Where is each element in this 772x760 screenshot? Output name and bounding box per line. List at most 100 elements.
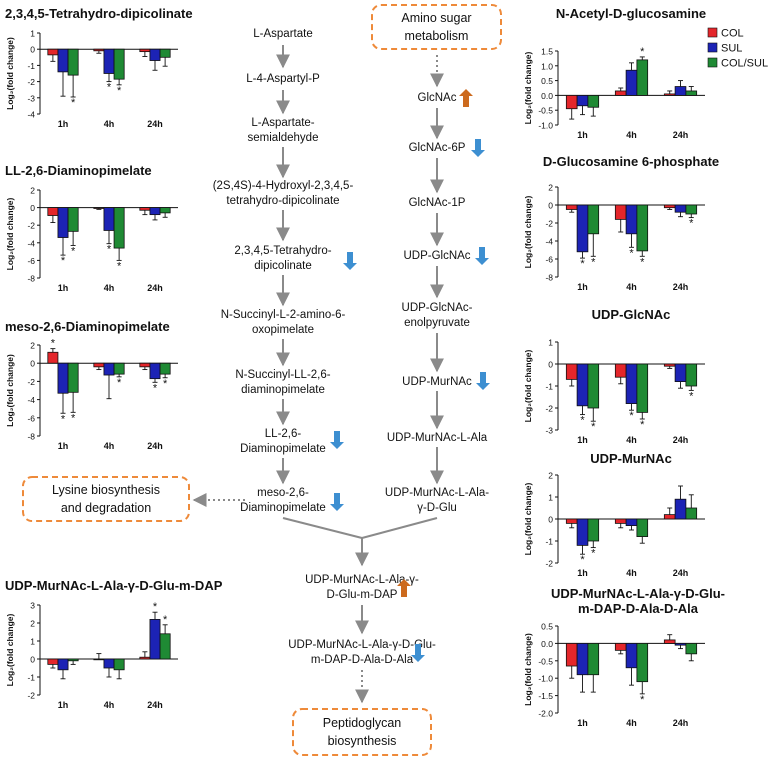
bar-col-sul-1h [67, 362, 79, 393]
chart-3: UDP-MurNAc-L-Ala-γ-D-Glu-m-DAP 3 2 1 0 -1 -2 Lo… [5, 578, 223, 710]
bar-sul-1h [57, 48, 69, 73]
x-tick-label: 1h [58, 700, 69, 710]
down-arrow-icon [475, 247, 489, 265]
bar-sul-24h [674, 498, 687, 520]
metabolite-label: GlcNAc-6P [409, 142, 466, 154]
bar-col-1h [47, 48, 59, 56]
y-tick-label: 0 [30, 203, 35, 213]
y-tick-label: -2.0 [538, 709, 553, 719]
bar-sul-24h [149, 619, 161, 660]
bar-col-sul-24h [685, 204, 698, 215]
x-tick-label: 4h [104, 700, 115, 710]
bar-sul-4h [625, 643, 638, 669]
bar-sul-1h [57, 658, 69, 671]
chart-title: m-DAP-D-Ala-D-Ala [578, 601, 699, 616]
bar-col-sul-1h [587, 95, 600, 108]
metabolite-label: oxopimelate [252, 324, 314, 336]
y-axis-label: Log₂(fold change) [5, 354, 15, 427]
metabolite-label: UDP-MurNAc-L-Ala-γ-D-Glu- [288, 639, 436, 651]
x-tick-label: 1h [577, 568, 588, 578]
metabolite-label: γ-D-Glu [417, 502, 457, 514]
y-tick-label: 0 [30, 655, 35, 665]
x-tick-label: 4h [626, 130, 637, 140]
significance-star: * [640, 694, 645, 706]
bar-col-sul-24h [159, 48, 171, 58]
significance-star: * [117, 377, 122, 389]
bar-col-sul-4h [113, 362, 125, 375]
y-tick-label: 0.5 [541, 76, 553, 86]
bar-col-24h [139, 656, 151, 660]
bar-col-1h [565, 95, 578, 110]
bar-col-sul-4h [636, 363, 649, 413]
lysine-box [22, 476, 190, 522]
chart-title: UDP-MurNAc-L-Ala-γ-D-Glu- [551, 586, 725, 601]
y-tick-label: 0 [548, 515, 553, 525]
y-tick-label: -2 [27, 691, 35, 701]
y-tick-label: -8 [545, 273, 553, 283]
bar-col-4h [93, 658, 105, 661]
metabolite-label: L-4-Aspartyl-P [246, 73, 320, 85]
significance-star: * [580, 554, 585, 566]
bar-sul-24h [149, 207, 161, 216]
peptidoglycan-box-label: biosynthesis [328, 734, 397, 748]
x-tick-label: 4h [104, 441, 115, 451]
y-tick-label: -1 [27, 61, 35, 71]
bar-sul-1h [576, 204, 589, 253]
y-tick-label: -3 [27, 93, 35, 103]
x-tick-label: 4h [626, 435, 637, 445]
x-tick-label: 4h [626, 282, 637, 292]
down-arrow-icon [330, 431, 344, 449]
y-axis-label: Log₂(fold change) [523, 633, 533, 706]
significance-star: * [640, 419, 645, 431]
x-tick-label: 24h [673, 282, 689, 292]
legend-swatch [707, 57, 718, 68]
bar-col-1h [47, 207, 59, 216]
y-tick-label: -1.0 [538, 121, 553, 131]
significance-star: * [71, 412, 76, 424]
bar-col-sul-1h [67, 48, 79, 76]
y-tick-label: -4 [27, 238, 35, 248]
bar-col-4h [614, 643, 627, 651]
amino-sugar-box-label: metabolism [405, 29, 469, 43]
legend-label: SUL [721, 43, 742, 55]
y-tick-label: 1.5 [541, 47, 553, 57]
metabolite-label: UDP-GlcNAc- [402, 302, 473, 314]
bar-col-24h [139, 207, 151, 211]
x-tick-label: 24h [147, 283, 163, 293]
y-tick-label: -1.5 [538, 691, 553, 701]
bar-sul-1h [576, 643, 589, 676]
y-tick-label: -4 [27, 110, 35, 120]
bar-col-sul-24h [159, 362, 171, 375]
y-tick-label: 1 [30, 29, 35, 39]
bar-col-24h [139, 362, 151, 368]
significance-star: * [117, 85, 122, 97]
y-tick-label: 2 [548, 183, 553, 193]
y-tick-label: -1.0 [538, 674, 553, 684]
chart-title: meso-2,6-Diaminopimelate [5, 319, 170, 334]
x-tick-label: 24h [147, 700, 163, 710]
bar-col-sul-1h [67, 658, 79, 662]
up-arrow-icon [397, 579, 411, 597]
metabolite-label: Diaminopimelate [240, 443, 326, 455]
legend: COL SUL COL/SUL [707, 28, 768, 70]
bar-col-sul-4h [636, 518, 649, 538]
bar-col-4h [614, 363, 627, 378]
bar-sul-1h [576, 518, 589, 546]
amino-sugar-box-label: Amino sugar [401, 11, 471, 25]
y-tick-label: 0.0 [541, 639, 553, 649]
y-tick-label: -2 [545, 559, 553, 569]
x-tick-label: 1h [577, 130, 588, 140]
bar-col-sul-24h [159, 633, 171, 660]
chart-8: UDP-MurNAc-L-Ala-γ-D-Glu-m-DAP-D-Ala-D-A… [523, 586, 725, 728]
y-tick-label: 2 [548, 471, 553, 481]
x-tick-label: 4h [104, 283, 115, 293]
bar-col-sul-1h [587, 363, 600, 409]
significance-star: * [107, 244, 112, 256]
y-tick-label: -1 [545, 537, 553, 547]
significance-star: * [591, 421, 596, 433]
metabolite-label: UDP-MurNAc [402, 376, 472, 388]
bar-col-sul-1h [67, 207, 79, 232]
significance-star: * [689, 218, 694, 230]
y-tick-label: -4 [27, 395, 35, 405]
